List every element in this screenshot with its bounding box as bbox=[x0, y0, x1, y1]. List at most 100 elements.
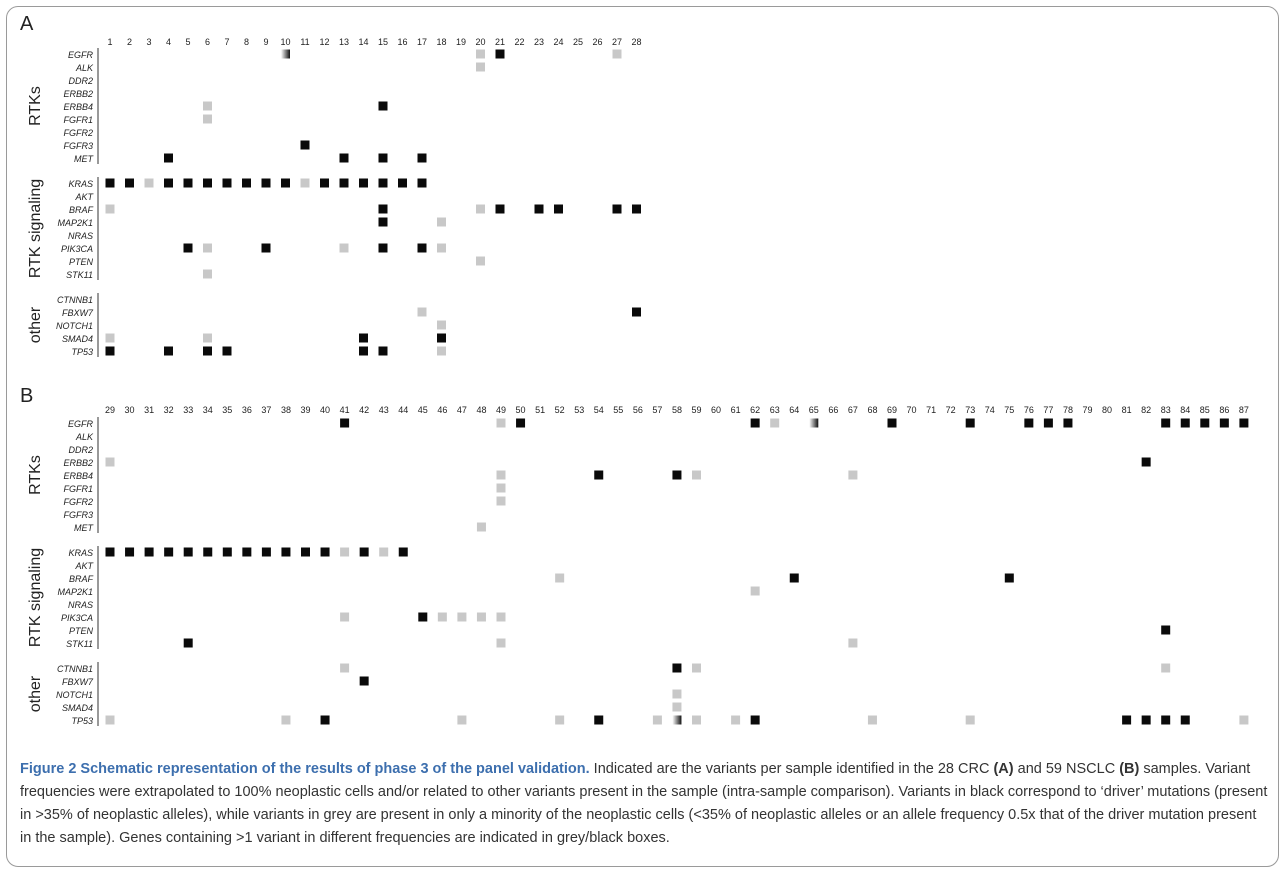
gene-label-met: MET bbox=[74, 523, 95, 533]
group-label: RTKs bbox=[27, 86, 44, 126]
sample-number: 31 bbox=[144, 405, 154, 415]
sample-number: 26 bbox=[592, 37, 602, 47]
gene-label-fgfr1: FGFR1 bbox=[63, 484, 93, 494]
sample-number: 7 bbox=[224, 37, 229, 47]
variant-cell-grey-erbb4-s49 bbox=[496, 470, 506, 480]
gene-label-stk11: STK11 bbox=[66, 270, 93, 280]
gene-label-alk: ALK bbox=[75, 63, 94, 73]
variant-cell-grey-pik3ca-s13 bbox=[339, 243, 349, 253]
group-label: other bbox=[27, 675, 44, 712]
sample-number: 41 bbox=[340, 405, 350, 415]
sample-number: 44 bbox=[398, 405, 408, 415]
variant-cell-black-erbb4-s58 bbox=[672, 470, 682, 480]
sample-number: 40 bbox=[320, 405, 330, 415]
variant-cell-grey-stk11-s6 bbox=[203, 269, 212, 279]
variant-cell-black-pik3ca-s17 bbox=[417, 243, 427, 253]
variant-cell-black-kras-s38 bbox=[281, 547, 291, 557]
variant-cell-black-egfr-s76 bbox=[1024, 418, 1034, 428]
figure-caption: Figure 2 Schematic representation of the… bbox=[20, 758, 1268, 850]
variant-cell-black-tp53-s14 bbox=[359, 346, 368, 356]
variant-cell-grey-pik3ca-s6 bbox=[203, 243, 212, 253]
variant-cell-black-kras-s35 bbox=[222, 547, 232, 557]
variant-cell-black-tp53-s54 bbox=[594, 715, 604, 725]
sample-number: 45 bbox=[418, 405, 428, 415]
variant-cell-black-tp53-s1 bbox=[105, 346, 115, 356]
sample-number: 5 bbox=[185, 37, 190, 47]
sample-number: 20 bbox=[475, 37, 485, 47]
variant-cell-black-egfr-s21 bbox=[495, 49, 505, 59]
sample-number: 83 bbox=[1161, 405, 1171, 415]
gene-label-pik3ca: PIK3CA bbox=[61, 613, 93, 623]
sample-number: 66 bbox=[828, 405, 838, 415]
sample-number: 29 bbox=[105, 405, 115, 415]
variant-cell-grey-egfr-s27 bbox=[612, 49, 622, 59]
variant-cell-grey-met-s48 bbox=[476, 522, 486, 532]
variant-cell-black-tp53-s4 bbox=[164, 346, 173, 356]
sample-number: 19 bbox=[456, 37, 466, 47]
variant-cell-black-map2k1-s15 bbox=[378, 217, 388, 227]
mutation-heatmap-figure: A1 2 3 4 5 6 7 8 9 10 11 12 13 14 15 16 17 18 19 20 21 22 23 24… bbox=[20, 13, 1249, 726]
variant-cell-black-smad4-s18 bbox=[437, 333, 446, 343]
sample-number: 71 bbox=[926, 405, 936, 415]
variant-cell-grey-stk11-s67 bbox=[848, 638, 858, 648]
sample-number: 67 bbox=[848, 405, 858, 415]
gene-label-smad4: SMAD4 bbox=[62, 703, 93, 713]
sample-number: 23 bbox=[534, 37, 544, 47]
variant-cell-black-kras-s31 bbox=[144, 547, 154, 557]
sample-number: 85 bbox=[1200, 405, 1210, 415]
variant-cell-black-egfr-s62 bbox=[750, 418, 760, 428]
sample-number: 55 bbox=[613, 405, 623, 415]
variant-cell-black-egfr-s86 bbox=[1219, 418, 1229, 428]
sample-number: 77 bbox=[1043, 405, 1053, 415]
variant-cell-black-met-s17 bbox=[417, 153, 427, 163]
sample-number: 72 bbox=[946, 405, 956, 415]
gene-label-fgfr1: FGFR1 bbox=[63, 115, 93, 125]
sample-number: 82 bbox=[1141, 405, 1151, 415]
gene-label-fbxw7: FBXW7 bbox=[62, 677, 94, 687]
sample-number: 1 bbox=[107, 37, 112, 47]
sample-number: 76 bbox=[1024, 405, 1034, 415]
sample-number: 17 bbox=[417, 37, 427, 47]
gene-label-akt: AKT bbox=[74, 561, 94, 571]
variant-cell-black-fbxw7-s28 bbox=[632, 307, 641, 317]
sample-number: 80 bbox=[1102, 405, 1112, 415]
variant-cell-grey-tp53-s18 bbox=[437, 346, 446, 356]
variant-cell-black-braf-s75 bbox=[1004, 573, 1014, 583]
variant-cell-grey-smad4-s58 bbox=[672, 702, 682, 712]
variant-cell-black-pik3ca-s9 bbox=[261, 243, 271, 253]
sample-number: 49 bbox=[496, 405, 506, 415]
caption-text-2: and 59 NSCLC bbox=[1013, 761, 1120, 777]
variant-cell-grey-ctnnb1-s59 bbox=[692, 663, 701, 673]
variant-cell-grey-egfr-s20 bbox=[476, 49, 485, 59]
gene-label-nras: NRAS bbox=[68, 600, 93, 610]
variant-cell-black-tp53-s83 bbox=[1161, 715, 1171, 725]
sample-number: 34 bbox=[203, 405, 213, 415]
panel-letter: B bbox=[20, 385, 33, 407]
sample-number: 11 bbox=[300, 37, 309, 47]
variant-cell-grey-braf-s1 bbox=[105, 204, 115, 214]
sample-number: 70 bbox=[907, 405, 917, 415]
variant-cell-black-egfr-s83 bbox=[1161, 418, 1171, 428]
sample-number: 47 bbox=[457, 405, 467, 415]
variant-cell-grey-pik3ca-s48 bbox=[476, 612, 486, 622]
variant-cell-black-kras-s1 bbox=[105, 178, 115, 188]
variant-cell-grey-ctnnb1-s41 bbox=[340, 663, 350, 673]
variant-cell-black-tp53-s40 bbox=[320, 715, 330, 725]
gene-label-ctnnb1: CTNNB1 bbox=[57, 295, 93, 305]
caption-text-1: Indicated are the variants per sample id… bbox=[589, 761, 994, 777]
variant-cell-grey-smad4-s6 bbox=[203, 333, 212, 343]
gene-label-erbb4: ERBB4 bbox=[63, 102, 93, 112]
variant-cell-black-braf-s21 bbox=[495, 204, 505, 214]
caption-bold-a: (A) bbox=[993, 761, 1014, 777]
gene-label-braf: BRAF bbox=[69, 574, 94, 584]
sample-number: 3 bbox=[146, 37, 151, 47]
panel-letter: A bbox=[20, 13, 34, 35]
variant-cell-black-kras-s32 bbox=[164, 547, 174, 557]
sample-number: 81 bbox=[1122, 405, 1132, 415]
variant-cell-black-erbb4-s54 bbox=[594, 470, 604, 480]
sample-number: 36 bbox=[242, 405, 252, 415]
variant-cell-grey-stk11-s49 bbox=[496, 638, 506, 648]
panel-a: A1 2 3 4 5 6 7 8 9 10 11 12 13 14 15 16 17 18 19 20 21 22 23 24… bbox=[20, 13, 642, 357]
variant-cell-black-kras-s42 bbox=[359, 547, 369, 557]
variant-cell-black-met-s13 bbox=[339, 153, 349, 163]
